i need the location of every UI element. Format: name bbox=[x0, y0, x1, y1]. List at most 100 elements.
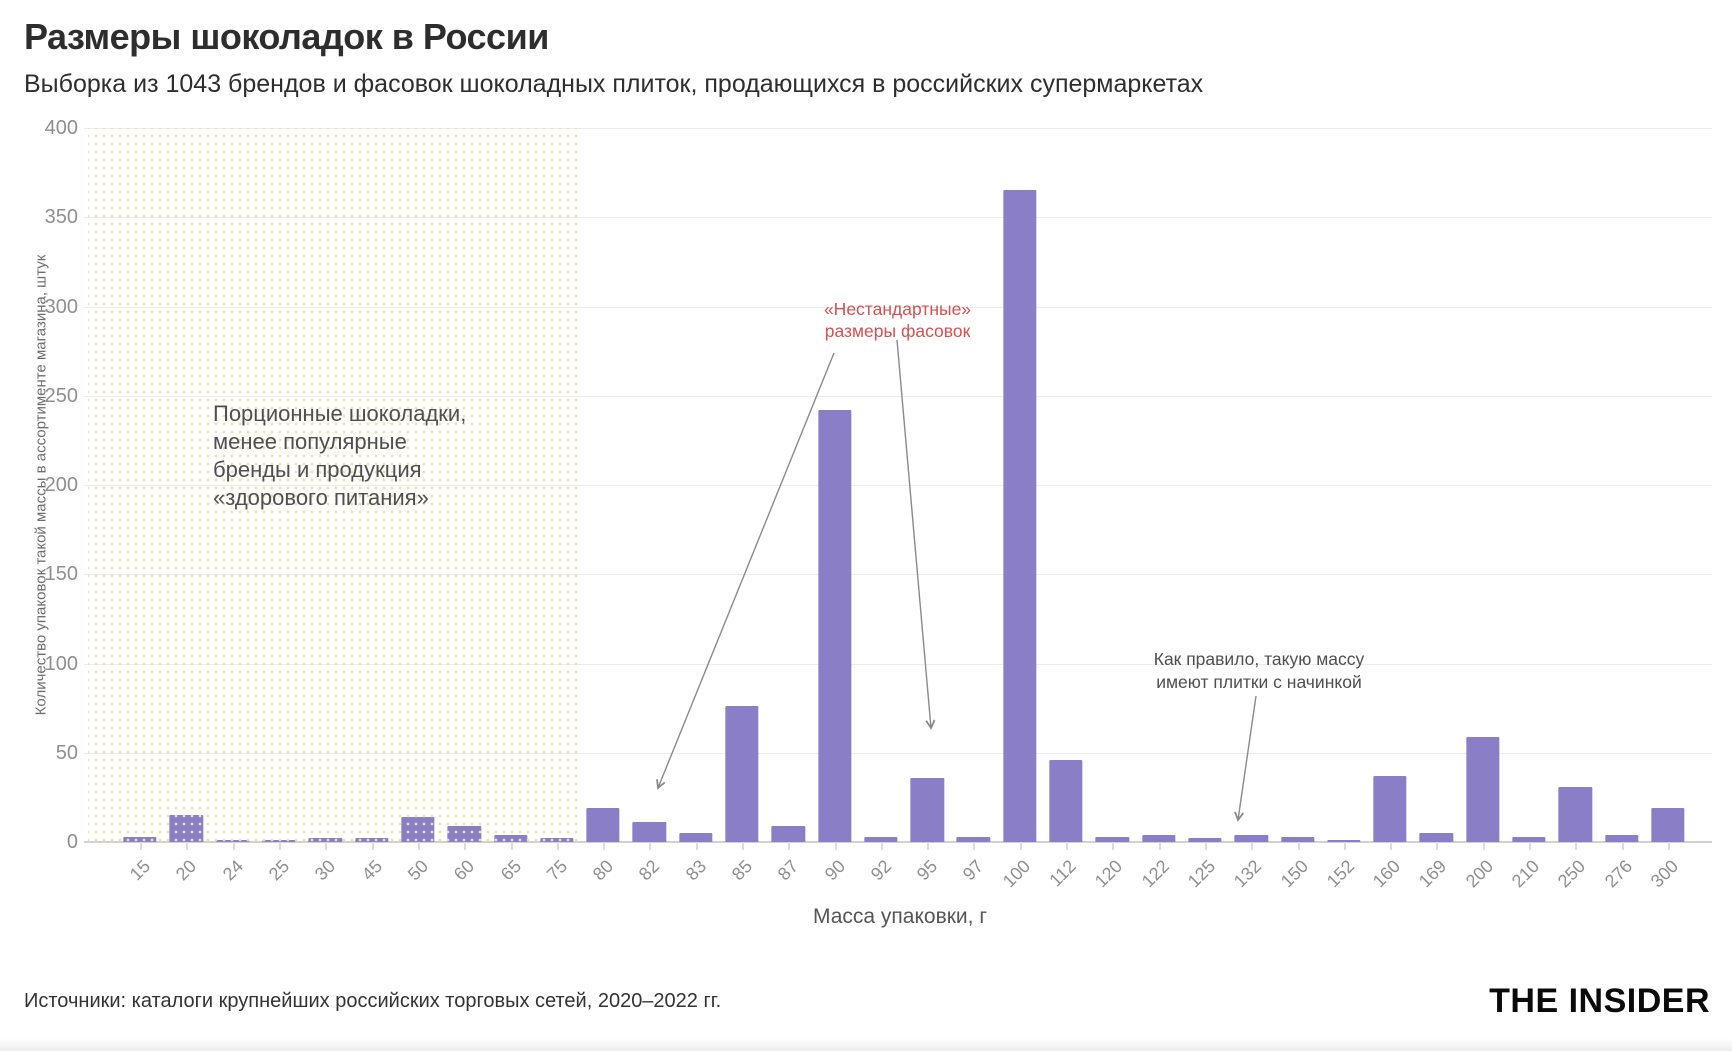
x-tick-label-120: 120 bbox=[1091, 856, 1127, 892]
x-tick-90 bbox=[834, 842, 837, 850]
x-tick-75 bbox=[556, 842, 559, 850]
bar-slot-65: 65 bbox=[487, 128, 533, 884]
x-tick-label-160: 160 bbox=[1368, 856, 1405, 892]
x-tick-label-210: 210 bbox=[1507, 856, 1544, 892]
bar-slot-85: 85 bbox=[719, 128, 765, 884]
bar-slot-97: 97 bbox=[950, 128, 996, 884]
x-tick-label-122: 122 bbox=[1137, 856, 1173, 892]
bar-120 bbox=[1095, 836, 1130, 842]
x-tick-label-87: 87 bbox=[774, 856, 803, 885]
bar-160 bbox=[1373, 775, 1407, 842]
bar-slot-15: 15 bbox=[117, 128, 163, 884]
bar-slot-152: 152 bbox=[1321, 128, 1367, 891]
x-tick-50 bbox=[417, 842, 420, 850]
bar-169 bbox=[1419, 833, 1454, 842]
bar-slot-300: 300 bbox=[1645, 128, 1691, 891]
annotation-filled-bars: Как правило, такую массу имеют плитки с … bbox=[1148, 648, 1370, 694]
x-tick-label-90: 90 bbox=[820, 856, 849, 885]
x-tick-label-250: 250 bbox=[1554, 856, 1590, 892]
x-tick-label-45: 45 bbox=[357, 856, 386, 885]
x-tick-label-24: 24 bbox=[218, 856, 247, 885]
x-tick-label-125: 125 bbox=[1183, 856, 1220, 892]
bar-210 bbox=[1512, 836, 1546, 842]
x-tick-label-150: 150 bbox=[1276, 856, 1312, 892]
y-tick-label-0: 0 bbox=[66, 831, 78, 853]
bar-95 bbox=[910, 777, 944, 842]
bar-slot-120: 120 bbox=[1089, 128, 1135, 891]
annotation-line: «здорового питания» bbox=[213, 485, 429, 510]
bar-150 bbox=[1280, 836, 1315, 842]
x-tick-label-95: 95 bbox=[913, 856, 942, 885]
x-tick-250 bbox=[1575, 842, 1578, 850]
x-tick-80 bbox=[603, 842, 606, 850]
bar-152 bbox=[1327, 840, 1361, 842]
gridline-y-350 bbox=[84, 217, 1712, 219]
bar-slot-82: 82 bbox=[626, 128, 672, 884]
x-tick-label-82: 82 bbox=[635, 856, 664, 885]
x-tick-92 bbox=[880, 842, 883, 850]
bar-65 bbox=[493, 834, 528, 842]
bar-112 bbox=[1049, 759, 1083, 842]
x-tick-120 bbox=[1112, 842, 1115, 850]
x-tick-132 bbox=[1251, 842, 1254, 850]
y-tick-label-150: 150 bbox=[44, 563, 78, 586]
source-note: Источники: каталоги крупнейших российски… bbox=[24, 990, 722, 1012]
bar-slot-92: 92 bbox=[858, 128, 904, 884]
bar-92 bbox=[864, 836, 898, 842]
bar-slot-250: 250 bbox=[1552, 128, 1598, 891]
x-tick-label-75: 75 bbox=[542, 856, 571, 885]
annotation-line: бренды и продукция bbox=[213, 457, 422, 482]
bar-125 bbox=[1188, 838, 1222, 842]
x-tick-label-97: 97 bbox=[959, 856, 988, 885]
x-tick-label-85: 85 bbox=[727, 856, 757, 885]
x-tick-label-276: 276 bbox=[1600, 856, 1636, 892]
bar-slot-112: 112 bbox=[1043, 128, 1089, 890]
annotation-line: «Нестандартные» bbox=[823, 299, 972, 319]
x-tick-100 bbox=[1019, 842, 1022, 850]
x-tick-87 bbox=[788, 842, 791, 850]
bar-200 bbox=[1466, 736, 1500, 842]
y-tick-label-350: 350 bbox=[44, 206, 78, 229]
shaded-region-annotation: Порционные шоколадки, менее популярные б… bbox=[213, 400, 466, 512]
x-tick-label-169: 169 bbox=[1415, 856, 1451, 892]
annotation-nonstandard-sizes: «Нестандартные» размеры фасовок bbox=[790, 298, 1005, 342]
bar-60 bbox=[447, 825, 481, 842]
bar-slot-95: 95 bbox=[904, 128, 950, 884]
x-tick-24 bbox=[232, 842, 235, 850]
gridline-y-300 bbox=[84, 306, 1712, 308]
x-axis-title: Масса упаковки, г bbox=[813, 905, 987, 928]
y-tick-label-100: 100 bbox=[44, 652, 78, 675]
brand-logo: THE INSIDER bbox=[1489, 982, 1710, 1020]
page-subtitle: Выборка из 1043 брендов и фасовок шокола… bbox=[24, 70, 1204, 98]
bar-slot-160: 160 bbox=[1367, 128, 1413, 891]
bar-slot-75: 75 bbox=[534, 128, 580, 884]
x-tick-169 bbox=[1436, 842, 1439, 850]
annotation-line: менее популярные bbox=[213, 429, 407, 454]
bar-132 bbox=[1234, 834, 1268, 842]
y-tick-label-300: 300 bbox=[44, 295, 78, 318]
x-tick-25 bbox=[279, 842, 282, 850]
x-tick-label-20: 20 bbox=[172, 856, 201, 885]
x-tick-60 bbox=[464, 842, 467, 850]
bar-250 bbox=[1558, 786, 1593, 842]
x-tick-83 bbox=[695, 842, 698, 850]
gridline-y-0 bbox=[84, 841, 1712, 843]
bar-slot-20: 20 bbox=[163, 128, 209, 884]
x-tick-160 bbox=[1390, 842, 1393, 850]
bar-slot-87: 87 bbox=[765, 128, 811, 884]
x-tick-label-152: 152 bbox=[1322, 856, 1359, 892]
gridline-y-400 bbox=[84, 128, 1712, 129]
x-tick-125 bbox=[1204, 842, 1207, 850]
bar-85 bbox=[725, 706, 759, 842]
annotation-line: имеют плитки с начинкой bbox=[1156, 672, 1362, 692]
bar-slot-83: 83 bbox=[673, 128, 719, 884]
x-tick-20 bbox=[186, 842, 189, 850]
bar-slot-132: 132 bbox=[1228, 128, 1274, 891]
y-tick-label-250: 250 bbox=[44, 384, 78, 407]
bottom-fade-strip bbox=[0, 1038, 1732, 1051]
x-tick-label-80: 80 bbox=[588, 856, 618, 885]
bar-80 bbox=[586, 808, 620, 842]
bar-87 bbox=[771, 825, 805, 842]
bar-slot-90: 90 bbox=[811, 128, 857, 884]
x-tick-300 bbox=[1667, 842, 1670, 850]
